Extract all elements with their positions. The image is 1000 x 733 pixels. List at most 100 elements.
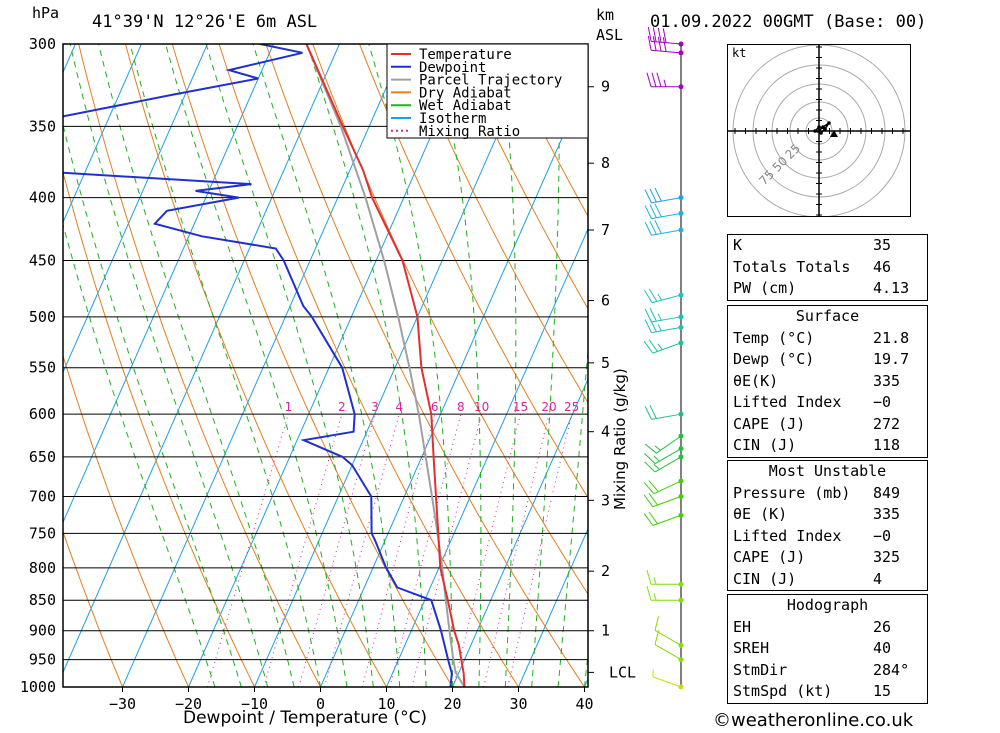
stat-row: PW (cm) 4.13 bbox=[728, 278, 927, 300]
temperature-line bbox=[305, 44, 466, 687]
legend-entry: Mixing Ratio bbox=[419, 124, 520, 140]
mixing-ratio-line bbox=[324, 414, 400, 687]
barb-flag bbox=[662, 37, 667, 52]
barb-flag bbox=[646, 570, 652, 585]
wind-barb bbox=[646, 72, 684, 90]
profile-series bbox=[63, 44, 466, 687]
wind-barb bbox=[643, 478, 684, 495]
barb-flag bbox=[644, 453, 656, 465]
mixing-ratio-label: 6 bbox=[431, 400, 439, 414]
km-tick-label: 9 bbox=[601, 78, 610, 96]
wind-barb bbox=[644, 446, 684, 465]
dry-adiabat-line bbox=[63, 170, 255, 687]
credit-text: ©weatheronline.co.uk bbox=[713, 710, 914, 731]
barb-dot bbox=[678, 454, 684, 460]
barb-dot bbox=[678, 210, 684, 216]
mixing-ratio-axis-title: Mixing Ratio (g/kg) bbox=[611, 368, 629, 510]
mixing-ratio-label: 10 bbox=[474, 400, 489, 414]
wind-barb bbox=[647, 35, 684, 56]
barb-flag bbox=[649, 188, 657, 203]
mixing-ratio-label: 2 bbox=[338, 400, 346, 414]
pressure-tick-label: 300 bbox=[29, 35, 56, 53]
barb-flag bbox=[648, 288, 658, 302]
pressure-tick-label: 350 bbox=[29, 117, 56, 135]
dry-adiabat-line bbox=[968, 44, 1000, 687]
barb-flag bbox=[662, 28, 667, 43]
barb-flag bbox=[654, 203, 662, 218]
axis-labels: 1 2 3 4 6 8 10 15 20 2530035040045050055060065070… bbox=[20, 35, 636, 713]
stat-name: Temp (°C) bbox=[733, 328, 815, 347]
stat-name: CAPE (J) bbox=[733, 414, 806, 433]
stat-row: Totals Totals 46 bbox=[728, 257, 927, 279]
barb-flag bbox=[651, 72, 657, 87]
barb-flag bbox=[652, 27, 657, 42]
wind-barb bbox=[654, 630, 684, 663]
stat-value: 325 bbox=[873, 548, 901, 566]
barb-flag bbox=[652, 36, 657, 51]
hodograph-point bbox=[819, 131, 823, 135]
stat-row: K 35 bbox=[728, 235, 927, 257]
temp-tick-label: 10 bbox=[377, 695, 395, 713]
stat-name: CIN (J) bbox=[733, 436, 797, 454]
barb-flag bbox=[648, 339, 658, 352]
barb-flag bbox=[644, 189, 652, 204]
isotherm-line bbox=[386, 227, 588, 687]
barb-staff bbox=[654, 644, 682, 661]
barb-dot bbox=[678, 292, 684, 298]
pressure-tick-label: 1000 bbox=[20, 678, 56, 696]
stat-row: CAPE (J) 325 bbox=[728, 547, 927, 569]
stat-name: Lifted Index bbox=[733, 393, 842, 411]
legend-entry: Dry Adiabat bbox=[419, 85, 512, 101]
barb-flag bbox=[643, 341, 654, 354]
barb-half bbox=[663, 79, 667, 87]
isotherm-line bbox=[0, 44, 9, 687]
hodograph-point bbox=[813, 129, 817, 133]
mixing-ratio-line bbox=[361, 414, 436, 687]
wind-barb bbox=[644, 405, 684, 420]
barb-half bbox=[657, 313, 662, 321]
stat-name: θE(K) bbox=[733, 371, 779, 390]
stat-name: CAPE (J) bbox=[733, 548, 806, 566]
lcl-label: LCL bbox=[609, 663, 636, 681]
stat-name: Totals Totals bbox=[733, 257, 851, 276]
hodograph-ring-label: 75 bbox=[756, 167, 777, 188]
barb-flag bbox=[648, 511, 658, 525]
hodograph-panel: 25 50 75 kt bbox=[727, 44, 911, 218]
location-title: 41°39'N 12°26'E 6m ASL bbox=[92, 12, 318, 32]
wind-barb bbox=[643, 511, 684, 526]
pressure-tick-label: 750 bbox=[29, 524, 56, 542]
wet-adiabat-line bbox=[69, 44, 269, 687]
pressure-tick-label: 700 bbox=[29, 488, 56, 506]
barb-staff bbox=[652, 676, 682, 688]
barb-dot bbox=[678, 324, 684, 330]
barb-half bbox=[654, 445, 661, 451]
pressure-tick-label: 550 bbox=[29, 359, 56, 377]
legend-entry: Wet Adiabat bbox=[419, 98, 512, 114]
mixing-ratio-label: 1 bbox=[285, 400, 293, 414]
barb-flag bbox=[644, 319, 652, 333]
barb-dot bbox=[678, 433, 684, 439]
barb-flag bbox=[648, 480, 659, 492]
pressure-unit-label: hPa bbox=[32, 4, 60, 22]
hodograph-stats-title: Hodograph bbox=[786, 596, 869, 614]
barb-flag bbox=[646, 72, 652, 87]
barb-dot bbox=[678, 411, 684, 417]
wet-adiabat-line bbox=[129, 44, 321, 687]
mixing-ratio-label: 25 bbox=[564, 400, 579, 414]
temp-tick-label: −10 bbox=[241, 695, 268, 713]
datetime-title: 01.09.2022 00GMT (Base: 00) bbox=[650, 12, 927, 32]
dry-adiabat-line bbox=[921, 44, 1000, 687]
legend-entry: Temperature bbox=[419, 47, 512, 63]
temp-tick-label: 40 bbox=[575, 695, 593, 713]
plot-frame bbox=[62, 43, 594, 692]
dry-adiabat-line bbox=[171, 44, 453, 687]
stat-value: −0 bbox=[873, 526, 892, 545]
stat-value: 4.13 bbox=[873, 279, 910, 297]
barb-half bbox=[652, 669, 654, 677]
legend-entry: Isotherm bbox=[419, 111, 486, 127]
stat-name: K bbox=[733, 236, 743, 254]
pressure-tick-label: 600 bbox=[29, 405, 56, 423]
most-unstable-title: Most Unstable bbox=[768, 462, 887, 480]
barb-flag bbox=[644, 308, 652, 323]
